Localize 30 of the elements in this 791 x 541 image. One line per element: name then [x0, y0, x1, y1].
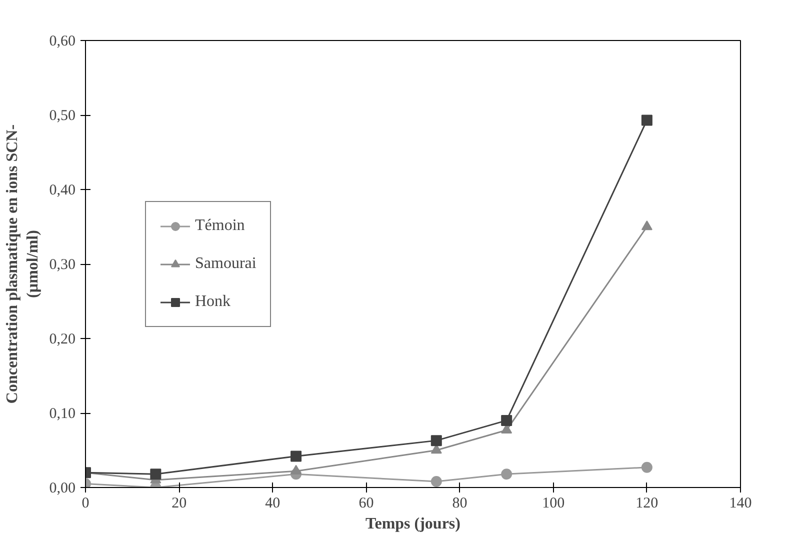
legend-label: Samourai	[195, 254, 256, 272]
y-tick-label: 0,30	[49, 257, 76, 273]
y-tick-label: 0,60	[49, 34, 76, 50]
legend-label: Témoin	[195, 216, 245, 234]
y-axis-title: Concentration plasmatique en ions SCN- (µmol/ml)	[4, 124, 42, 404]
x-tick-label: 20	[172, 496, 187, 512]
point	[430, 476, 442, 488]
y-tick-label: 0,20	[49, 332, 76, 348]
x-tick-label: 40	[265, 496, 280, 512]
point	[290, 450, 302, 462]
point	[290, 464, 302, 474]
point	[430, 435, 442, 446]
point	[641, 462, 652, 473]
y-tick-label: 0,00	[49, 480, 76, 496]
legend-label: Honk	[195, 292, 231, 310]
x-tick-label: 120	[636, 496, 658, 512]
x-tick-label: 0	[82, 496, 90, 512]
point	[501, 414, 512, 426]
point	[641, 220, 652, 230]
x-tick-label: 140	[729, 496, 752, 512]
y-tick-label: 0,50	[49, 108, 76, 124]
x-tick-label: 80	[452, 496, 468, 512]
x-axis-title: Temps (jours)	[366, 516, 460, 532]
y-tick-label: 0,10	[49, 406, 76, 422]
y-tick-label: 0,40	[49, 182, 76, 198]
point	[501, 468, 512, 480]
point	[150, 468, 162, 480]
point	[641, 114, 652, 126]
x-tick-label: 60	[358, 496, 374, 512]
x-tick-label: 100	[542, 496, 565, 512]
